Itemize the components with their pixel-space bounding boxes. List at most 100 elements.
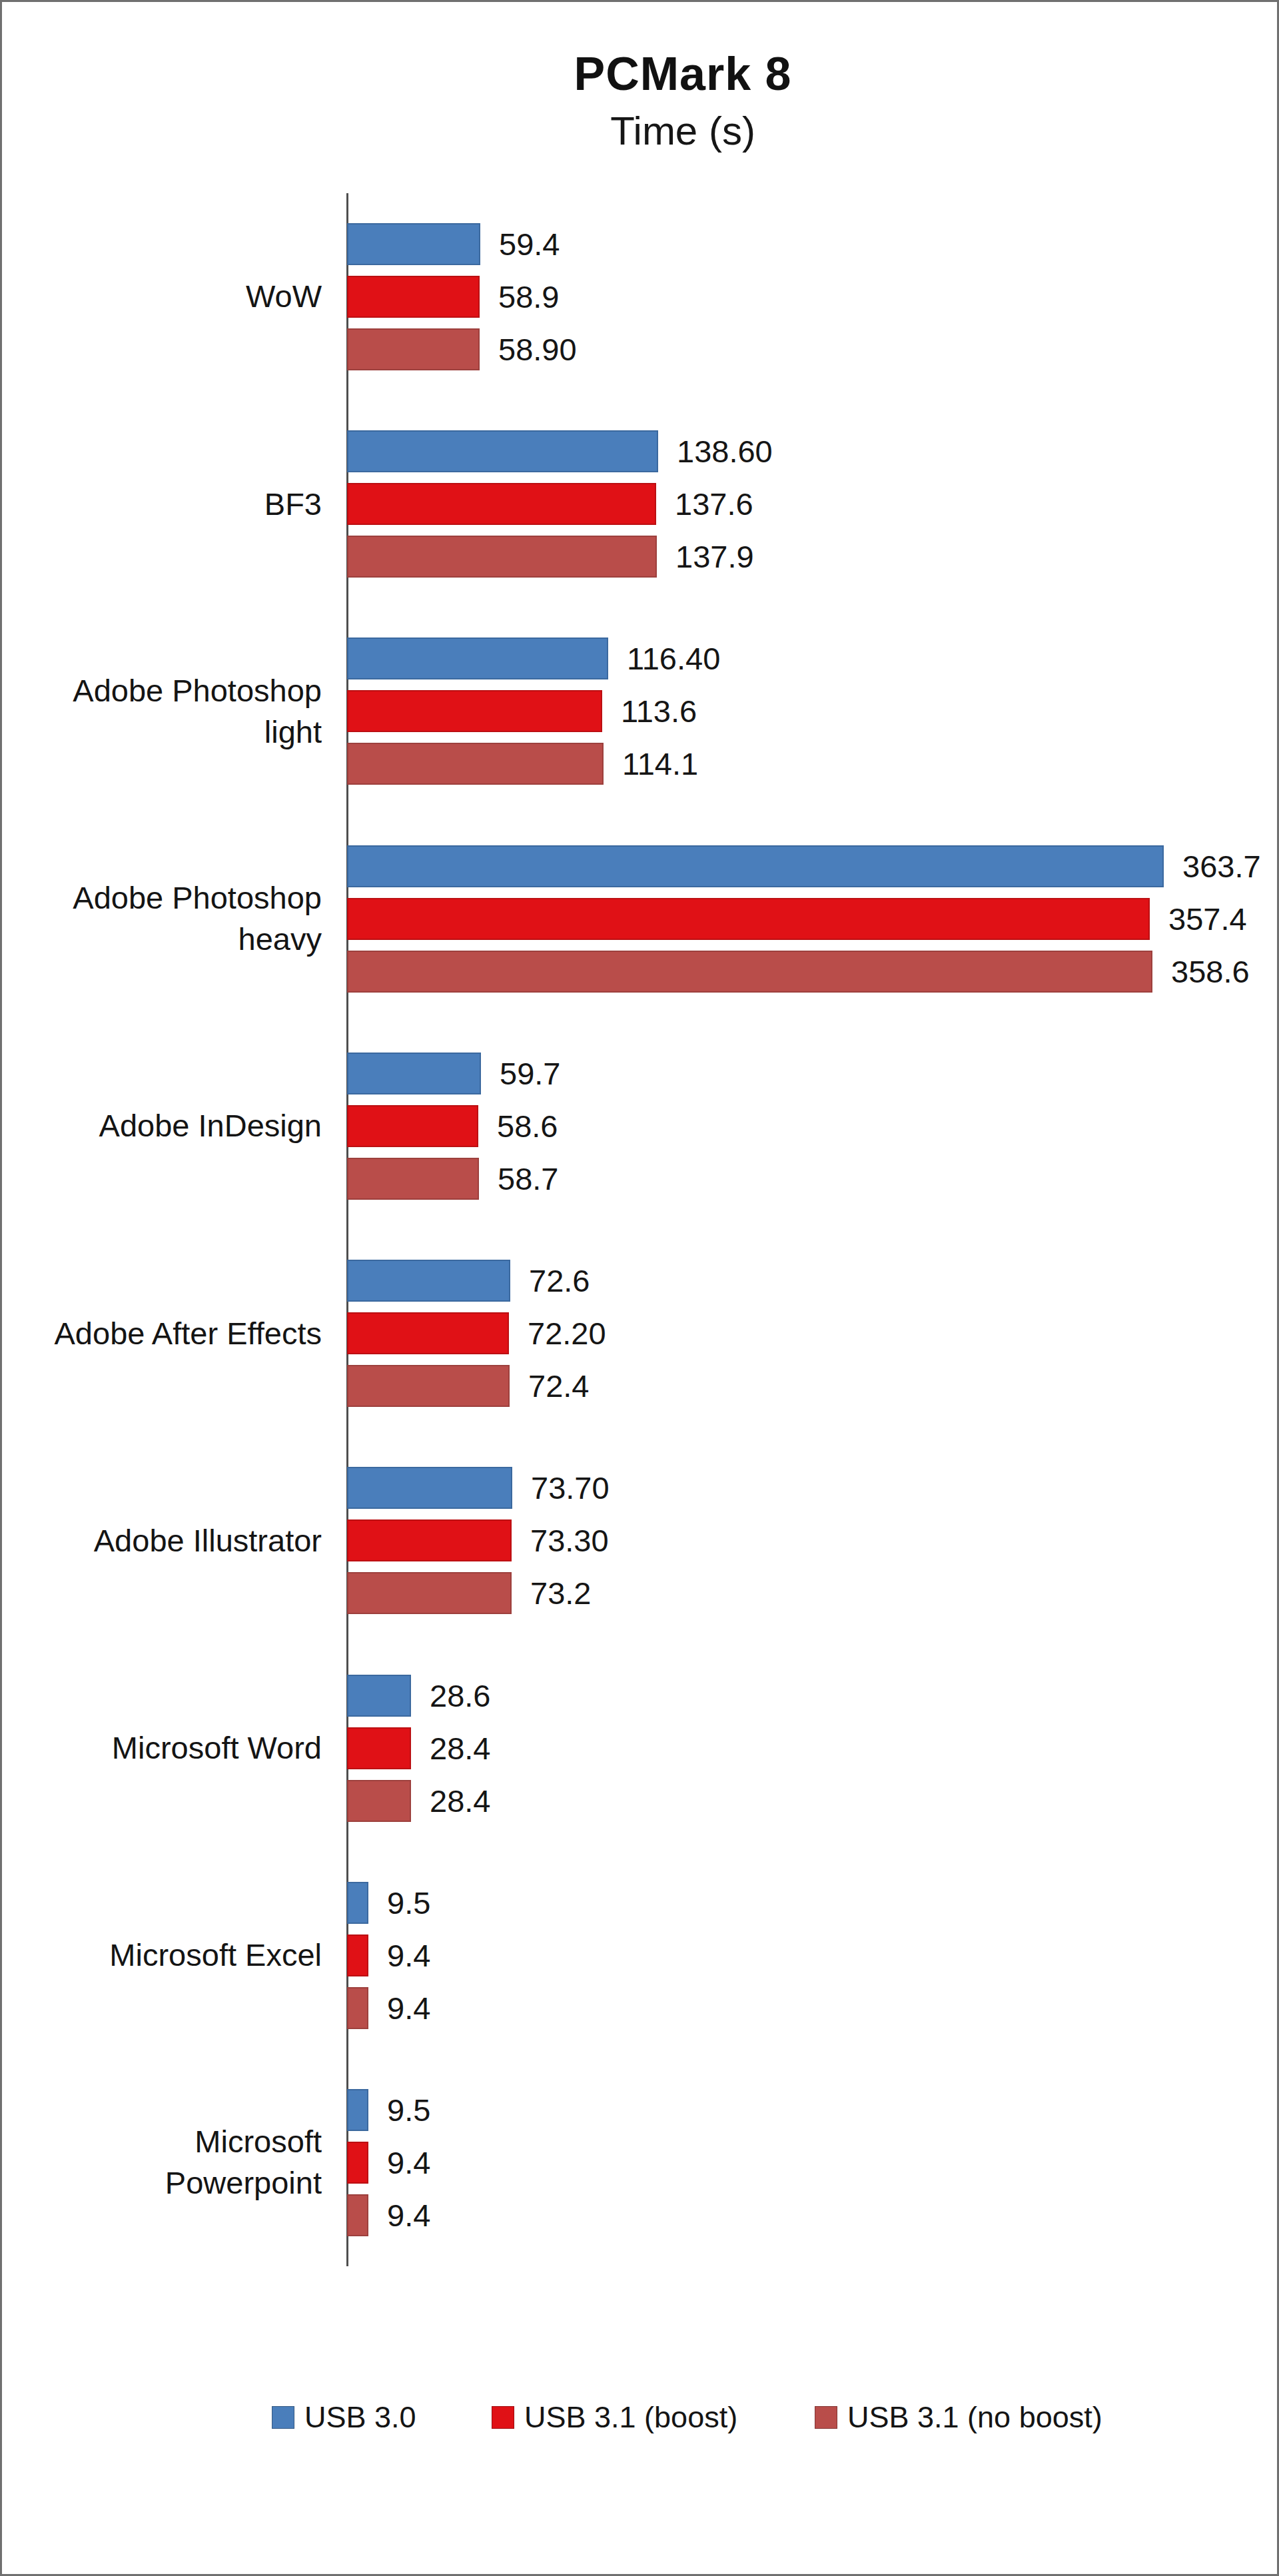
legend-label: USB 3.1 (no boost) — [847, 2400, 1102, 2435]
bar-value-label: 73.2 — [530, 1575, 591, 1611]
bar — [347, 1467, 512, 1509]
bar-row: 28.4 — [347, 1780, 1277, 1822]
bar-row: 9.4 — [347, 1934, 1277, 1976]
category-group: Adobe Photoshop heavy 363.7 357.4 358.6 — [2, 845, 1277, 993]
bar-row: 28.6 — [347, 1675, 1277, 1717]
category-label: Microsoft Excel — [2, 1934, 347, 1976]
legend-item-usb31-boost: USB 3.1 (boost) — [492, 2400, 737, 2435]
bar-value-label: 58.90 — [498, 331, 577, 368]
bar-value-label: 9.5 — [387, 1885, 430, 1921]
category-bars: 28.6 28.4 28.4 — [347, 1675, 1277, 1822]
bar-row: 9.4 — [347, 2142, 1277, 2184]
bar — [347, 638, 608, 679]
bar-value-label: 58.6 — [497, 1108, 558, 1144]
bar-value-label: 363.7 — [1182, 848, 1261, 885]
chart-header: PCMark 8 Time (s) — [2, 50, 1277, 152]
chart-canvas: PCMark 8 Time (s) WoW 59.4 58.9 58.90 BF… — [0, 0, 1279, 2576]
bar-row: 73.70 — [347, 1467, 1277, 1509]
bar-value-label: 59.4 — [499, 226, 560, 262]
bar-value-label: 72.20 — [528, 1315, 606, 1352]
category-group: Microsoft Excel 9.5 9.4 9.4 — [2, 1882, 1277, 2029]
bar-value-label: 58.7 — [498, 1160, 558, 1197]
category-bars: 116.40 113.6 114.1 — [347, 638, 1277, 785]
bar-value-label: 137.9 — [675, 538, 754, 575]
bar-row: 72.20 — [347, 1312, 1277, 1354]
category-label: Adobe InDesign — [2, 1105, 347, 1146]
bar-row: 72.6 — [347, 1260, 1277, 1302]
bar — [347, 1053, 481, 1094]
legend-swatch — [815, 2406, 837, 2429]
bar — [347, 1365, 510, 1407]
bar-row: 357.4 — [347, 898, 1277, 940]
legend-item-usb31-noboost: USB 3.1 (no boost) — [815, 2400, 1102, 2435]
bar — [347, 1312, 509, 1354]
category-group: Adobe Illustrator 73.70 73.30 73.2 — [2, 1467, 1277, 1614]
category-group: Adobe After Effects 72.6 72.20 72.4 — [2, 1260, 1277, 1407]
category-label: Adobe Illustrator — [2, 1520, 347, 1561]
bar-value-label: 73.70 — [531, 1470, 610, 1506]
category-bars: 59.7 58.6 58.7 — [347, 1053, 1277, 1200]
bar-value-label: 73.30 — [530, 1522, 609, 1559]
bar — [347, 223, 480, 265]
bar-row: 114.1 — [347, 743, 1277, 785]
bar — [347, 1158, 479, 1200]
category-label: Adobe Photoshop heavy — [2, 877, 347, 960]
legend: USB 3.0 USB 3.1 (boost) USB 3.1 (no boos… — [2, 2400, 1277, 2440]
bar-value-label: 358.6 — [1171, 953, 1250, 990]
bar-row: 116.40 — [347, 638, 1277, 679]
bar — [347, 276, 480, 318]
category-bars: 59.4 58.9 58.90 — [347, 223, 1277, 370]
bar-row: 363.7 — [347, 845, 1277, 887]
category-group: Microsoft Powerpoint 9.5 9.4 9.4 — [2, 2089, 1277, 2236]
bar — [347, 898, 1150, 940]
bar — [347, 328, 480, 370]
category-bars: 138.60 137.6 137.9 — [347, 430, 1277, 578]
bar-value-label: 59.7 — [500, 1055, 560, 1092]
chart-title: PCMark 8 — [89, 50, 1277, 99]
bar — [347, 2089, 368, 2131]
bar-row: 9.4 — [347, 2194, 1277, 2236]
category-bars: 363.7 357.4 358.6 — [347, 845, 1277, 993]
bar-row: 59.4 — [347, 223, 1277, 265]
category-bars: 72.6 72.20 72.4 — [347, 1260, 1277, 1407]
bar-row: 58.6 — [347, 1105, 1277, 1147]
bar-row: 58.7 — [347, 1158, 1277, 1200]
bar-value-label: 9.4 — [387, 2144, 430, 2181]
category-group: Adobe InDesign 59.7 58.6 58.7 — [2, 1053, 1277, 1200]
category-group: BF3 138.60 137.6 137.9 — [2, 430, 1277, 578]
chart-subtitle: Time (s) — [89, 110, 1277, 152]
category-label: Adobe After Effects — [2, 1313, 347, 1354]
category-bars: 73.70 73.30 73.2 — [347, 1467, 1277, 1614]
bar — [347, 1882, 368, 1924]
category-label: WoW — [2, 276, 347, 317]
bar-value-label: 114.1 — [622, 745, 698, 782]
bar — [347, 1572, 512, 1614]
bar — [347, 483, 656, 525]
bar — [347, 743, 604, 785]
bar-value-label: 72.6 — [529, 1262, 590, 1299]
bar-value-label: 137.6 — [675, 486, 753, 522]
legend-item-usb30: USB 3.0 — [272, 2400, 416, 2435]
bar-row: 72.4 — [347, 1365, 1277, 1407]
bar — [347, 951, 1152, 993]
bar-value-label: 28.6 — [430, 1677, 490, 1714]
bar — [347, 1987, 368, 2029]
bar-value-label: 9.4 — [387, 2197, 430, 2234]
category-bars: 9.5 9.4 9.4 — [347, 2089, 1277, 2236]
bar-row: 58.9 — [347, 276, 1277, 318]
category-group: WoW 59.4 58.9 58.90 — [2, 223, 1277, 370]
bar — [347, 1105, 478, 1147]
bar — [347, 1260, 510, 1302]
bar-row: 138.60 — [347, 430, 1277, 472]
bar — [347, 1675, 411, 1717]
legend-label: USB 3.1 (boost) — [524, 2400, 737, 2435]
category-label: Microsoft Word — [2, 1727, 347, 1769]
bar-row: 9.5 — [347, 1882, 1277, 1924]
bar-value-label: 116.40 — [627, 640, 720, 677]
bar — [347, 690, 602, 732]
bar-row: 28.4 — [347, 1727, 1277, 1769]
category-bars: 9.5 9.4 9.4 — [347, 1882, 1277, 2029]
bar-row: 9.4 — [347, 1987, 1277, 2029]
bar-value-label: 28.4 — [430, 1783, 490, 1819]
bar-row: 358.6 — [347, 951, 1277, 993]
